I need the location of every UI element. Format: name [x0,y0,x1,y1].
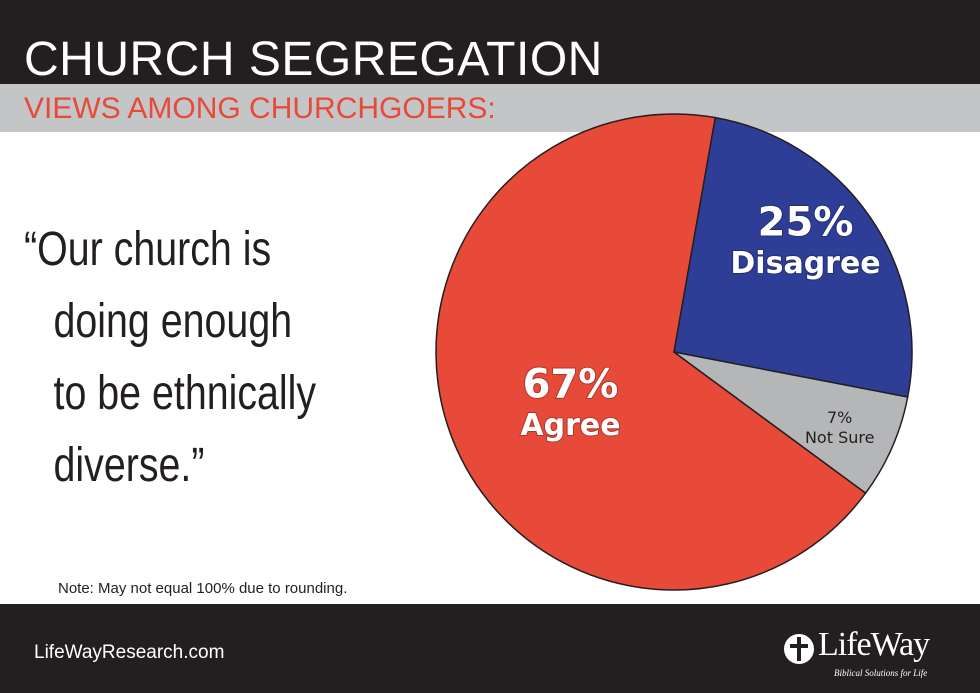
logo-wordmark: LifeWay [818,626,930,663]
logo-tagline: Biblical Solutions for Life [834,668,928,678]
pie-label-name-agree: Agree [520,408,620,443]
survey-question-quote: “Our church is doing enough to be ethnic… [24,214,352,502]
quote-line-1: “Our church is [24,223,272,276]
footer-bar [0,604,980,693]
quote-line-4: diverse.” [53,439,205,492]
pie-label-name-disagree: Disagree [730,246,880,281]
pie-slice-not-sure [673,351,909,495]
page-title: CHURCH SEGREGATION [24,33,603,86]
website-link[interactable]: LifeWayResearch.com [34,642,225,663]
pie-label-value-not-sure: 7% [827,408,852,427]
rounding-note: Note: May not equal 100% due to rounding… [58,580,348,597]
pie-label-value-disagree: 25% [758,199,854,245]
pie-label-name-not-sure: Not Sure [805,428,874,447]
quote-line-3: to be ethnically [53,367,317,420]
pie-slice-disagree [673,116,913,398]
lifeway-logo[interactable]: LifeWay Biblical Solutions for Life [782,626,962,682]
page-subtitle: VIEWS AMONG CHURCHGOERS: [24,92,496,125]
cross-icon [784,634,814,664]
pie-label-value-agree: 67% [523,362,619,408]
quote-line-2: doing enough [53,295,293,348]
pie-slice-agree [435,113,867,591]
subtitle-band [0,84,980,132]
header-bar [0,0,980,84]
